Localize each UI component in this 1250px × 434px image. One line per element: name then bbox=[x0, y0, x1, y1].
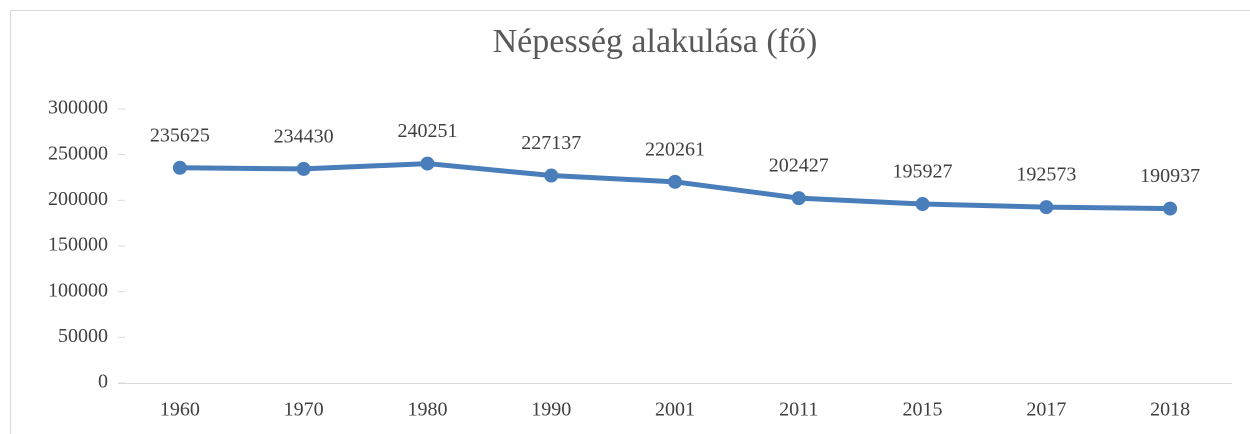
x-tick-label: 2015 bbox=[903, 399, 943, 421]
data-point bbox=[420, 156, 435, 171]
data-label: 220261 bbox=[645, 138, 705, 160]
y-tick-label: 150000 bbox=[48, 234, 108, 256]
x-tick-label: 2017 bbox=[1026, 399, 1066, 421]
data-point bbox=[915, 197, 930, 212]
data-point bbox=[1163, 201, 1178, 216]
y-tick-label: 250000 bbox=[48, 142, 108, 164]
y-tick-label: 50000 bbox=[58, 325, 108, 347]
data-point bbox=[544, 168, 559, 183]
data-point bbox=[172, 160, 187, 175]
data-point bbox=[296, 161, 311, 176]
x-tick-label: 2018 bbox=[1150, 399, 1190, 421]
data-label: 234430 bbox=[274, 125, 334, 147]
x-tick-label: 1970 bbox=[284, 399, 324, 421]
data-point bbox=[791, 191, 806, 206]
data-label: 195927 bbox=[893, 161, 953, 183]
x-tick-label: 1980 bbox=[407, 399, 447, 421]
data-point bbox=[1039, 200, 1054, 215]
x-tick-label: 1960 bbox=[160, 399, 200, 421]
y-tick-label: 200000 bbox=[48, 188, 108, 210]
data-label: 235625 bbox=[150, 124, 210, 146]
y-tick-label: 100000 bbox=[48, 279, 108, 301]
data-label: 227137 bbox=[521, 132, 581, 154]
chart-title: Népesség alakulása (fő) bbox=[493, 23, 818, 60]
y-tick-label: 0 bbox=[98, 371, 108, 393]
y-tick-label: 300000 bbox=[48, 97, 108, 119]
x-tick-label: 2001 bbox=[655, 399, 695, 421]
x-tick-label: 1990 bbox=[531, 399, 571, 421]
data-label: 192573 bbox=[1016, 164, 1076, 186]
data-label: 202427 bbox=[769, 155, 829, 177]
data-label: 240251 bbox=[397, 120, 457, 142]
data-label: 190937 bbox=[1140, 165, 1200, 187]
data-point bbox=[668, 174, 682, 189]
x-tick-label: 2011 bbox=[779, 399, 818, 421]
